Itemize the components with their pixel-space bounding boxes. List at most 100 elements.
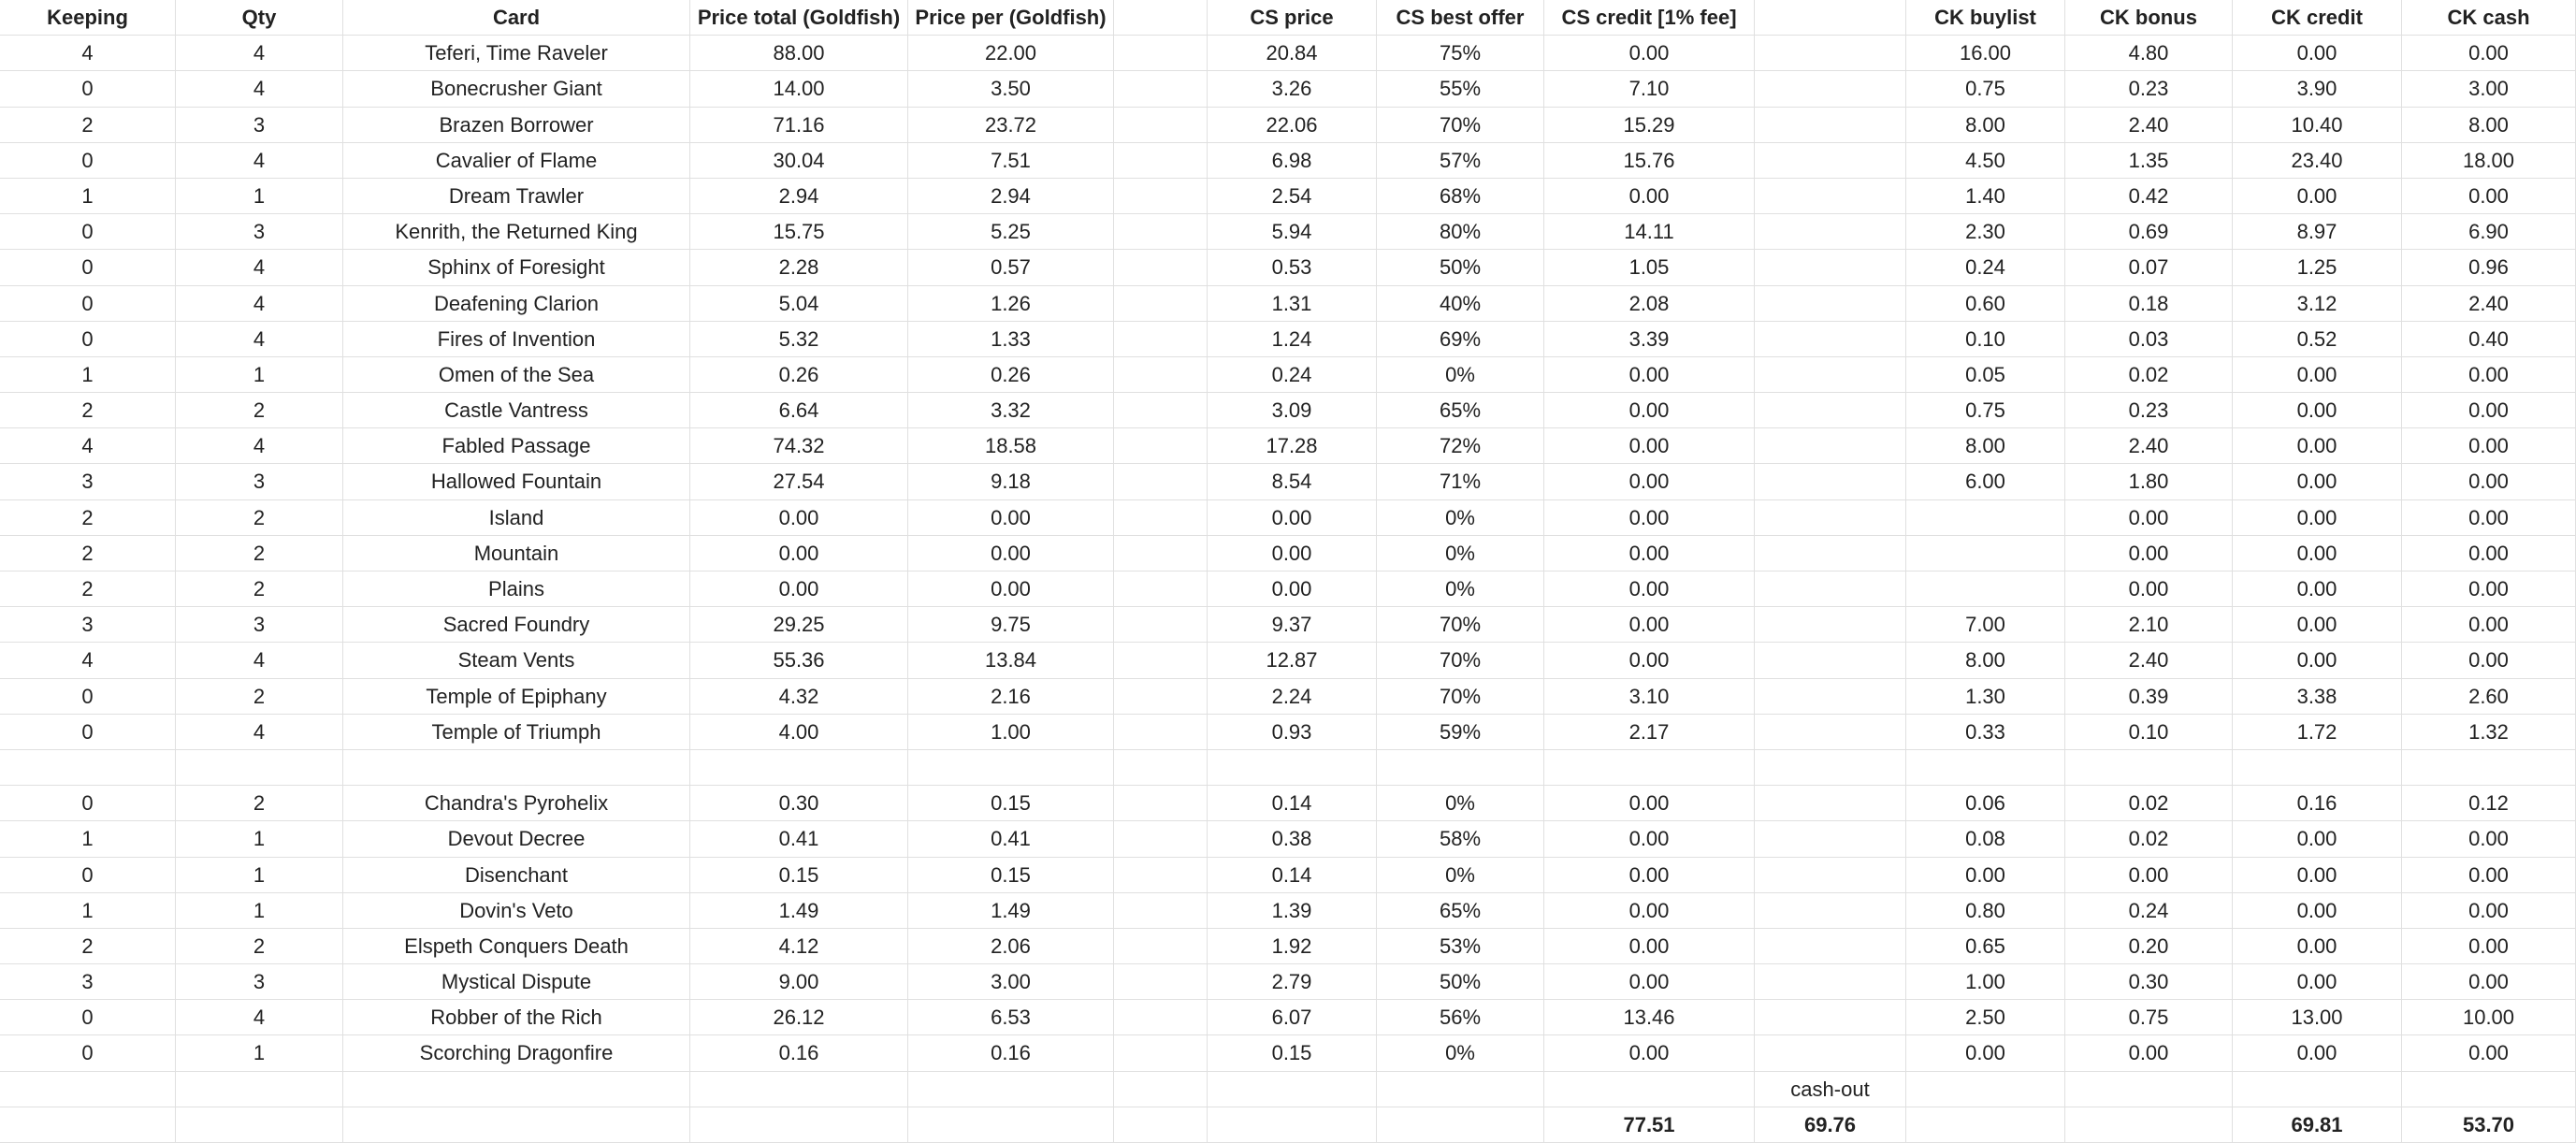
data-cell: 0.00 (2233, 536, 2402, 572)
empty-cell (1114, 893, 1208, 929)
data-cell: 0 (0, 286, 176, 322)
data-cell: 0.00 (2233, 428, 2402, 464)
data-cell: 3.00 (2402, 71, 2576, 108)
data-cell: 0 (0, 214, 176, 250)
total-cell: 53.70 (2402, 1107, 2576, 1143)
empty-cell (690, 1107, 908, 1143)
data-cell (1906, 500, 2065, 536)
data-cell: 2.17 (1544, 715, 1755, 750)
data-cell: 0.00 (2233, 607, 2402, 643)
data-cell: 72% (1377, 428, 1544, 464)
empty-cell (1114, 108, 1208, 143)
empty-cell (908, 750, 1114, 786)
data-cell: 0.00 (2233, 36, 2402, 71)
data-cell: 0.00 (1906, 1035, 2065, 1072)
empty-cell (1755, 214, 1906, 250)
data-cell: 0.00 (2402, 893, 2576, 929)
data-cell: 0.00 (1544, 536, 1755, 572)
data-cell: 6.07 (1208, 1000, 1377, 1035)
data-cell: Disenchant (343, 858, 690, 893)
data-cell: Temple of Triumph (343, 715, 690, 750)
data-cell: 2 (0, 572, 176, 607)
data-cell: 0.00 (1544, 36, 1755, 71)
data-cell: 3.32 (908, 393, 1114, 428)
data-cell: 3.00 (908, 964, 1114, 1000)
data-cell: 0.16 (690, 1035, 908, 1072)
data-cell: 22.06 (1208, 108, 1377, 143)
data-cell: 10.00 (2402, 1000, 2576, 1035)
empty-cell (1114, 679, 1208, 715)
data-cell: 0.33 (1906, 715, 2065, 750)
data-cell: Bonecrusher Giant (343, 71, 690, 108)
data-cell: 71% (1377, 464, 1544, 500)
data-cell: 1 (0, 821, 176, 858)
data-cell: 0.14 (1208, 858, 1377, 893)
data-cell: 59% (1377, 715, 1544, 750)
data-cell: 0.00 (2233, 821, 2402, 858)
data-cell: 0.00 (2233, 464, 2402, 500)
data-cell: 12.87 (1208, 643, 1377, 679)
empty-cell (1755, 286, 1906, 322)
data-cell: 1.05 (1544, 250, 1755, 286)
data-cell: 3 (0, 607, 176, 643)
data-cell: 0.00 (1544, 964, 1755, 1000)
data-cell: 1 (176, 858, 343, 893)
data-cell: 0.15 (908, 786, 1114, 821)
data-cell: 4 (176, 715, 343, 750)
data-cell: 0.00 (2065, 536, 2233, 572)
empty-cell (1114, 786, 1208, 821)
data-cell (1906, 572, 2065, 607)
empty-cell (1114, 179, 1208, 214)
data-cell: 2 (176, 679, 343, 715)
data-cell: Mystical Dispute (343, 964, 690, 1000)
data-cell: 1 (0, 179, 176, 214)
data-cell: 2 (0, 536, 176, 572)
data-cell: 0.15 (690, 858, 908, 893)
data-cell: 2.60 (2402, 679, 2576, 715)
empty-cell (1114, 286, 1208, 322)
data-cell: 2.28 (690, 250, 908, 286)
empty-cell (1114, 1072, 1208, 1107)
empty-cell (1114, 572, 1208, 607)
data-cell: 0 (0, 322, 176, 357)
total-cell: 69.76 (1755, 1107, 1906, 1143)
empty-cell (1755, 536, 1906, 572)
data-cell: 0.02 (2065, 821, 2233, 858)
column-header: Price total (Goldfish) (690, 0, 908, 36)
data-cell: 29.25 (690, 607, 908, 643)
data-cell: 8.00 (1906, 108, 2065, 143)
data-cell: Fabled Passage (343, 428, 690, 464)
data-cell: 0.96 (2402, 250, 2576, 286)
data-cell: 6.00 (1906, 464, 2065, 500)
data-cell: 0 (0, 71, 176, 108)
data-cell: 7.10 (1544, 71, 1755, 108)
data-cell: 0.00 (1544, 357, 1755, 393)
data-cell: 3 (176, 607, 343, 643)
data-cell: 1.00 (908, 715, 1114, 750)
data-cell: 2.16 (908, 679, 1114, 715)
data-cell: 0.02 (2065, 786, 2233, 821)
data-cell: 65% (1377, 893, 1544, 929)
data-cell: 4.50 (1906, 143, 2065, 179)
data-cell: 2.94 (908, 179, 1114, 214)
empty-cell (1114, 214, 1208, 250)
empty-cell (1755, 893, 1906, 929)
data-cell: 0.00 (1208, 536, 1377, 572)
empty-cell (1755, 1035, 1906, 1072)
data-cell: 3.10 (1544, 679, 1755, 715)
empty-cell (1755, 179, 1906, 214)
empty-cell (1114, 250, 1208, 286)
empty-cell (1755, 36, 1906, 71)
data-cell: 0.20 (2065, 929, 2233, 964)
empty-cell (0, 1107, 176, 1143)
empty-cell (1755, 750, 1906, 786)
data-cell: 2 (0, 108, 176, 143)
data-cell: 1 (176, 821, 343, 858)
data-cell: 8.00 (1906, 428, 2065, 464)
data-cell: 4 (176, 286, 343, 322)
data-cell: 75% (1377, 36, 1544, 71)
data-cell: 0.00 (2233, 393, 2402, 428)
data-cell: Cavalier of Flame (343, 143, 690, 179)
empty-cell (1755, 0, 1906, 36)
data-cell: 15.75 (690, 214, 908, 250)
